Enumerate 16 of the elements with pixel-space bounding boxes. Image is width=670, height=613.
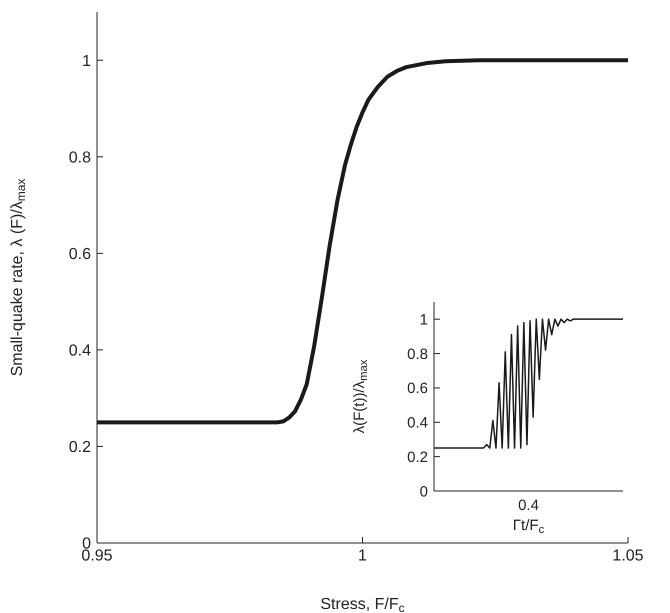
y-tick-label: 1: [420, 312, 428, 329]
x-tick-label: 1.05: [612, 547, 644, 564]
y-tick-label: 0.4: [68, 342, 92, 360]
x-tick-label: 1: [358, 547, 368, 564]
y-tick-label: 0.8: [68, 150, 92, 166]
y-tick-label: 1: [82, 52, 92, 70]
x-axis-title: Stress, F/F$_{c}$: [320, 596, 405, 613]
x-axis-title: Γt/F$_{c}$: [512, 517, 545, 536]
y-tick-label: 0.2: [68, 439, 92, 456]
y-tick-label: 0.6: [407, 380, 428, 398]
y-tick-label: 0: [420, 483, 428, 500]
y-tick-label: 0.2: [407, 448, 428, 466]
annotation: 0.4: [517, 497, 540, 515]
y-tick-label: 0.8: [407, 346, 428, 363]
y-tick-label: 0.4: [407, 414, 428, 432]
y-tick-label: 0.6: [68, 246, 92, 264]
